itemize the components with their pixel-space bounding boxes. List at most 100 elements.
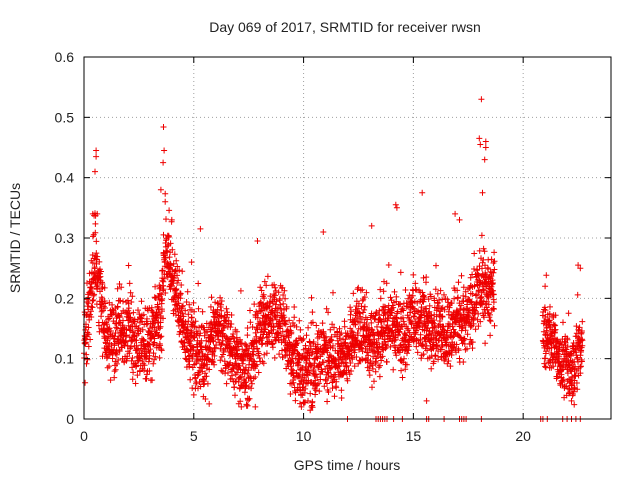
data-point bbox=[393, 293, 400, 300]
data-point bbox=[486, 317, 493, 324]
data-point bbox=[174, 263, 181, 270]
data-point bbox=[202, 396, 209, 402]
data-point bbox=[254, 345, 261, 352]
data-point bbox=[282, 321, 289, 328]
data-point bbox=[158, 333, 165, 340]
data-point bbox=[174, 272, 181, 279]
data-point bbox=[178, 282, 185, 288]
data-point bbox=[228, 321, 235, 327]
data-point bbox=[290, 379, 297, 386]
data-point bbox=[106, 315, 113, 322]
data-point bbox=[458, 302, 464, 309]
data-point bbox=[103, 321, 110, 328]
data-point bbox=[232, 392, 238, 399]
data-point bbox=[179, 268, 186, 275]
data-point bbox=[331, 393, 338, 400]
data-point bbox=[434, 300, 441, 307]
data-point bbox=[312, 377, 319, 384]
data-point bbox=[391, 288, 398, 295]
data-point bbox=[152, 283, 159, 290]
data-point bbox=[172, 268, 179, 275]
data-point bbox=[479, 265, 485, 272]
data-point bbox=[485, 294, 492, 301]
data-point bbox=[123, 326, 130, 333]
data-point bbox=[470, 320, 477, 327]
data-point bbox=[330, 289, 336, 296]
data-point-outlier bbox=[392, 201, 399, 208]
data-point bbox=[309, 319, 316, 326]
data-point bbox=[487, 318, 494, 325]
data-point bbox=[236, 362, 243, 369]
data-point bbox=[347, 325, 354, 332]
data-point bbox=[309, 404, 316, 411]
data-point bbox=[194, 372, 201, 379]
data-point bbox=[255, 369, 262, 376]
data-point bbox=[102, 305, 108, 311]
data-point-outlier bbox=[254, 238, 261, 244]
data-point bbox=[174, 280, 181, 286]
data-point bbox=[162, 190, 169, 197]
data-point bbox=[355, 360, 362, 367]
data-point-outlier bbox=[479, 189, 486, 196]
x-tick-label: 10 bbox=[296, 428, 312, 444]
data-point bbox=[464, 331, 471, 338]
data-point bbox=[424, 347, 431, 354]
data-point bbox=[339, 356, 346, 363]
data-point bbox=[96, 322, 102, 329]
data-point bbox=[116, 348, 123, 355]
data-point bbox=[291, 304, 298, 310]
data-point bbox=[285, 334, 292, 341]
data-point bbox=[288, 366, 295, 373]
data-point bbox=[132, 380, 139, 387]
data-point bbox=[393, 352, 400, 359]
data-point bbox=[199, 308, 206, 315]
data-point bbox=[252, 329, 259, 336]
data-point bbox=[288, 330, 295, 337]
data-point bbox=[488, 283, 495, 290]
data-point bbox=[326, 352, 333, 359]
data-point bbox=[204, 361, 211, 368]
data-point bbox=[415, 323, 422, 330]
data-point bbox=[244, 402, 251, 409]
data-point bbox=[244, 370, 251, 377]
data-point bbox=[260, 301, 266, 307]
data-point bbox=[135, 346, 142, 353]
data-point bbox=[366, 367, 373, 374]
data-point bbox=[372, 360, 379, 367]
data-point bbox=[565, 385, 572, 392]
data-point bbox=[550, 363, 557, 370]
data-point bbox=[574, 386, 581, 393]
data-point bbox=[159, 296, 166, 302]
data-point bbox=[571, 401, 578, 408]
data-point bbox=[410, 271, 417, 278]
data-point bbox=[454, 311, 461, 318]
data-point bbox=[150, 360, 157, 367]
data-point bbox=[93, 250, 100, 257]
data-point bbox=[295, 355, 302, 362]
data-point bbox=[398, 367, 405, 374]
data-point bbox=[196, 379, 203, 385]
data-point bbox=[189, 364, 196, 371]
data-point bbox=[85, 300, 92, 307]
data-point bbox=[542, 355, 549, 362]
data-point bbox=[208, 294, 215, 301]
data-point bbox=[129, 376, 136, 383]
data-point bbox=[188, 314, 195, 321]
data-point bbox=[157, 334, 164, 341]
data-point bbox=[240, 356, 247, 363]
data-point bbox=[214, 300, 221, 307]
data-point bbox=[354, 332, 361, 339]
data-point bbox=[474, 291, 480, 298]
data-point bbox=[370, 353, 377, 360]
data-point bbox=[162, 252, 168, 259]
data-point bbox=[99, 353, 106, 360]
data-point bbox=[490, 299, 497, 306]
data-point bbox=[361, 306, 368, 313]
data-point bbox=[98, 313, 105, 320]
data-point bbox=[491, 249, 498, 256]
data-point bbox=[235, 343, 242, 350]
data-point bbox=[184, 288, 191, 295]
data-point bbox=[89, 252, 96, 258]
data-point-outlier bbox=[575, 262, 582, 269]
data-point bbox=[308, 294, 315, 301]
